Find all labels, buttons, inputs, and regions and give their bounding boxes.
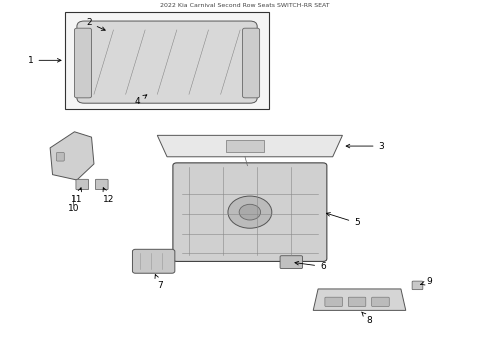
FancyBboxPatch shape bbox=[243, 28, 260, 98]
Polygon shape bbox=[50, 132, 94, 180]
Text: 4: 4 bbox=[135, 95, 147, 106]
FancyBboxPatch shape bbox=[225, 140, 265, 152]
FancyBboxPatch shape bbox=[173, 163, 327, 261]
FancyBboxPatch shape bbox=[56, 153, 64, 161]
Text: 9: 9 bbox=[421, 277, 432, 286]
FancyBboxPatch shape bbox=[77, 21, 257, 103]
FancyBboxPatch shape bbox=[372, 297, 389, 306]
FancyBboxPatch shape bbox=[280, 256, 302, 269]
Text: 12: 12 bbox=[103, 188, 114, 204]
Text: 8: 8 bbox=[362, 312, 372, 324]
Circle shape bbox=[228, 196, 272, 228]
FancyBboxPatch shape bbox=[348, 297, 366, 306]
Text: 6: 6 bbox=[295, 261, 326, 271]
FancyBboxPatch shape bbox=[65, 12, 270, 109]
Polygon shape bbox=[157, 135, 343, 157]
FancyBboxPatch shape bbox=[74, 28, 92, 98]
Text: 10: 10 bbox=[68, 204, 79, 213]
Text: 2022 Kia Carnival Second Row Seats SWITCH-RR SEAT: 2022 Kia Carnival Second Row Seats SWITC… bbox=[160, 3, 330, 8]
Text: 5: 5 bbox=[326, 213, 360, 228]
Text: 11: 11 bbox=[71, 188, 83, 204]
FancyBboxPatch shape bbox=[132, 249, 175, 273]
Text: 7: 7 bbox=[155, 275, 163, 290]
FancyBboxPatch shape bbox=[412, 281, 423, 290]
Circle shape bbox=[239, 204, 261, 220]
FancyBboxPatch shape bbox=[96, 179, 108, 190]
Polygon shape bbox=[313, 289, 406, 310]
FancyBboxPatch shape bbox=[76, 179, 89, 190]
Text: 1: 1 bbox=[28, 56, 61, 65]
FancyBboxPatch shape bbox=[325, 297, 343, 306]
Text: 3: 3 bbox=[346, 141, 384, 150]
Text: 2: 2 bbox=[86, 18, 105, 30]
